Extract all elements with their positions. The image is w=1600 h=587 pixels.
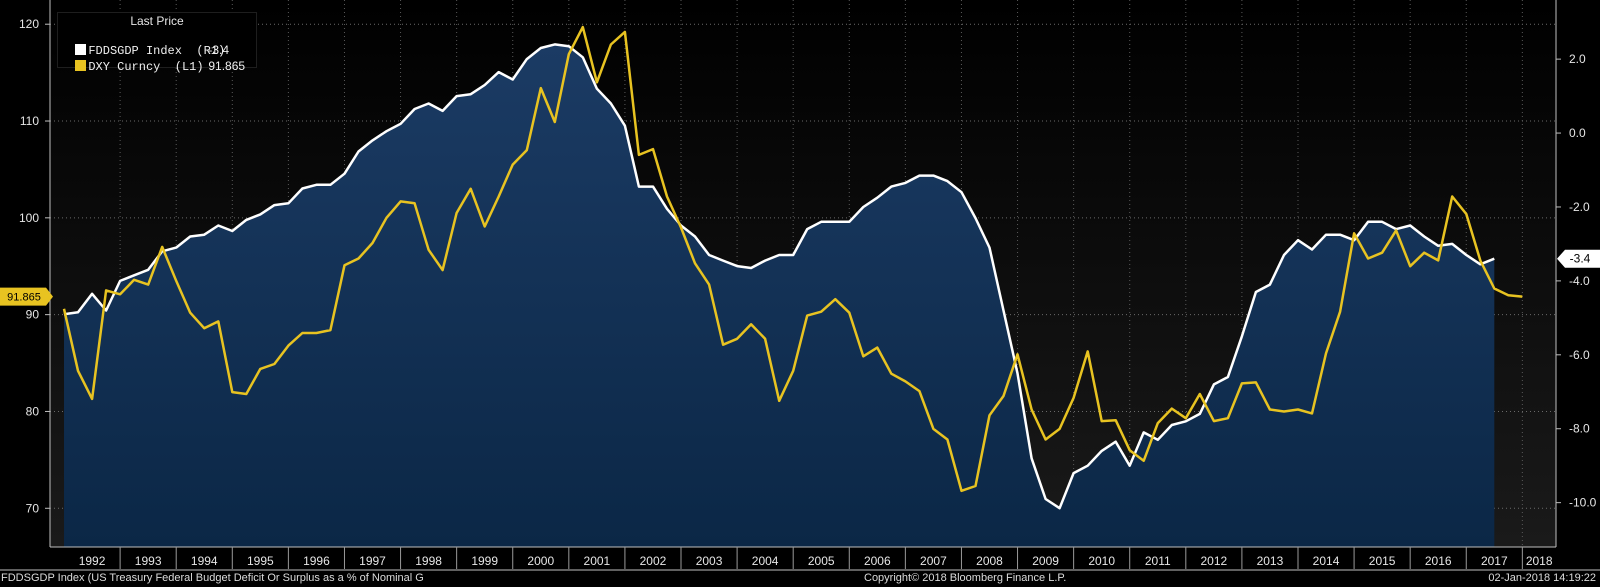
x-axis-tick-label: 1993 xyxy=(135,554,162,568)
x-axis-tick-label: 2016 xyxy=(1425,554,1452,568)
left-axis-tick-label: 70 xyxy=(26,501,40,515)
x-axis-tick-label: 2011 xyxy=(1145,554,1171,568)
x-axis-tick-label: 2000 xyxy=(527,554,554,568)
left-axis-tick-label: 90 xyxy=(26,308,40,322)
x-axis-tick-label: 1995 xyxy=(247,554,274,568)
x-axis-tick-label: 2014 xyxy=(1313,554,1340,568)
x-axis-tick-label: 2001 xyxy=(584,554,611,568)
series-lines xyxy=(62,25,1523,510)
footer-timestamp: 02-Jan-2018 14:19:22 xyxy=(1488,572,1596,584)
left-axis-tick-label: 110 xyxy=(20,114,39,128)
right-axis-tick-label: -6.0 xyxy=(1569,348,1590,362)
left-axis-tick-label: 80 xyxy=(26,404,40,418)
legend-item-value: -3.4 xyxy=(208,43,230,57)
legend-item-name: DXY Curncy (L1) xyxy=(88,60,204,74)
legend-item-name: FDDSGDP Index (R1) xyxy=(88,44,226,58)
right-axis-tick-label: -4.0 xyxy=(1569,274,1590,288)
x-axis-tick-label: 2018 xyxy=(1526,554,1553,568)
right-axis-tick-label: 0.0 xyxy=(1569,126,1586,140)
right-axis-tick-label: 2.0 xyxy=(1569,52,1586,66)
x-axis-tick-label: 2013 xyxy=(1257,554,1284,568)
legend-item-dxy: DXY Curncy (L1) 91.865 xyxy=(62,45,245,74)
legend-swatch-yellow xyxy=(75,60,87,71)
x-axis-tick-label: 2006 xyxy=(864,554,891,568)
fddsgdp-last-value-text: -3.4 xyxy=(1570,252,1591,266)
x-axis-tick-label: 1997 xyxy=(359,554,386,568)
x-axis-tick-label: 1999 xyxy=(471,554,498,568)
legend-swatch-white xyxy=(75,44,87,55)
left-axis-tick-label: 100 xyxy=(19,211,39,225)
fddsgdp-last-value-tag xyxy=(1557,249,1600,268)
legend-title: Last Price xyxy=(130,14,184,28)
x-axis-tick-label: 2007 xyxy=(920,554,947,568)
x-axis-tick-label: 2004 xyxy=(752,554,779,568)
x-axis-tick-label: 2008 xyxy=(976,554,1003,568)
x-axis-tick-label: 2002 xyxy=(640,554,667,568)
left-axis-tick-label: 120 xyxy=(19,17,39,31)
x-axis-tick-label: 2003 xyxy=(696,554,723,568)
x-axis-tick-label: 2017 xyxy=(1481,554,1508,568)
x-axis-tick-label: 1992 xyxy=(79,554,106,568)
x-axis-tick-label: 2010 xyxy=(1088,554,1115,568)
dxy-line xyxy=(62,25,1523,493)
x-axis-tick-label: 2009 xyxy=(1032,554,1059,568)
x-axis-tick-label: 2015 xyxy=(1369,554,1396,568)
dxy-last-value-tag xyxy=(0,287,53,306)
right-axis-tick-label: -8.0 xyxy=(1569,422,1590,436)
legend-item-value: 91.865 xyxy=(208,59,246,73)
x-axis-tick-label: 1998 xyxy=(415,554,442,568)
dxy-last-value-text: 91.865 xyxy=(7,292,41,304)
x-axis-tick-label: 2005 xyxy=(808,554,835,568)
fddsgdp-area xyxy=(64,44,1495,548)
left-axis-labels: 70 80 90 100 110 120 xyxy=(19,17,39,515)
right-axis-tick-label: -10.0 xyxy=(1569,496,1597,510)
legend-item-fddsgdp: FDDSGDP Index (R1)-3.4 xyxy=(62,29,229,58)
last-value-tags: 91.865 -3.4 xyxy=(0,249,1600,306)
right-axis-labels: -10.0 -8.0 -6.0 -4.0 -2.0 0.0 2.0 xyxy=(1569,52,1597,510)
x-axis-tick-label: 2012 xyxy=(1201,554,1228,568)
right-axis-tick-label: -2.0 xyxy=(1569,200,1590,214)
footer-copyright: Copyright© 2018 Bloomberg Finance L.P. xyxy=(864,572,1067,584)
axes xyxy=(0,0,1600,571)
x-axis-tick-label: 1996 xyxy=(303,554,330,568)
legend: Last Price FDDSGDP Index (R1)-3.4 DXY Cu… xyxy=(57,12,257,74)
x-axis-labels: 1992 1993 1994 1995 1996 1997 1998 1999 2000 2001… xyxy=(79,554,1553,568)
x-axis-tick-label: 1994 xyxy=(191,554,218,568)
footer-description: FDDSGDP Index (US Treasury Federal Budge… xyxy=(1,572,424,584)
fddsgdp-line xyxy=(63,43,1495,510)
